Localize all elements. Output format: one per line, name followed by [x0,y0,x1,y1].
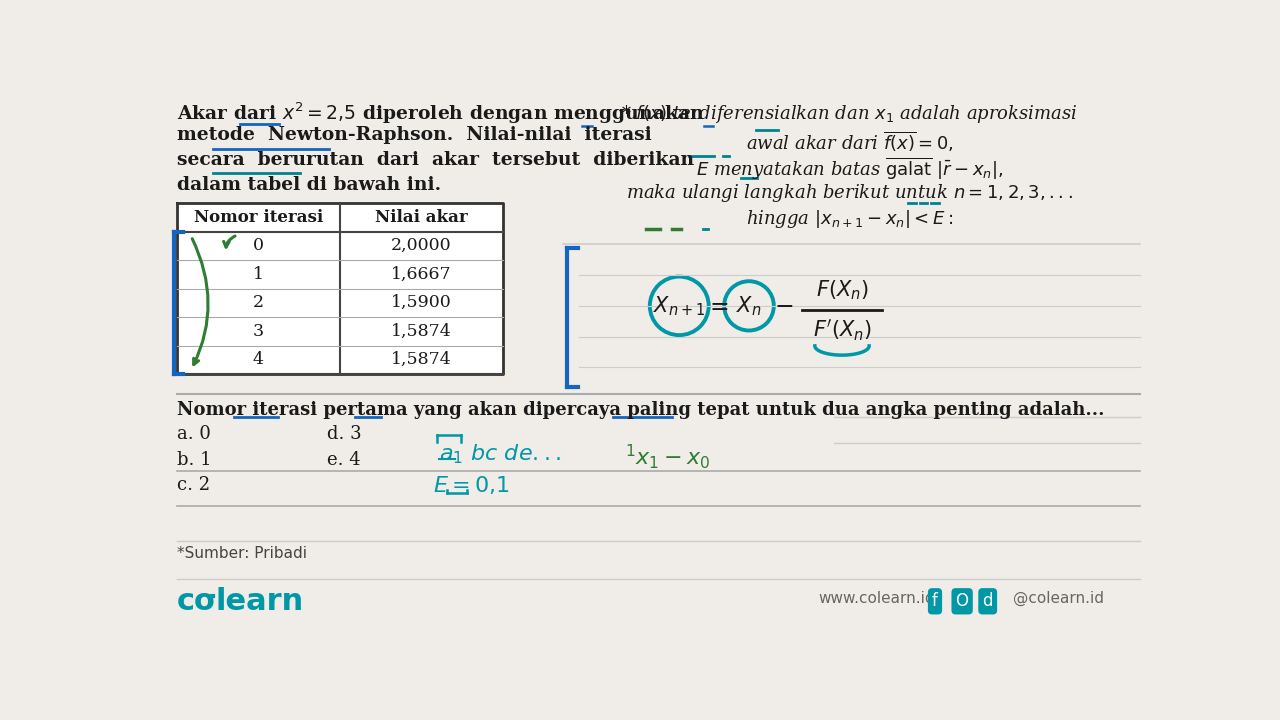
Text: b. 1: b. 1 [177,451,211,469]
Text: 1,5874: 1,5874 [390,351,452,368]
Text: e. 4: e. 4 [326,451,360,469]
Text: 1,6667: 1,6667 [390,266,452,283]
Text: $X_{n+1}$: $X_{n+1}$ [653,294,705,318]
Text: d: d [983,593,993,611]
Text: $E$ menyatakan batas $\overline{\mathrm{galat}}$ $|\bar{r} - x_n|,$: $E$ menyatakan batas $\overline{\mathrm{… [696,156,1004,182]
Text: 1,5874: 1,5874 [390,323,452,340]
Text: learn: learn [216,587,305,616]
Text: f: f [932,593,938,611]
Text: 4: 4 [253,351,264,368]
Text: c. 2: c. 2 [177,476,210,494]
Text: 1: 1 [253,266,264,283]
Text: d. 3: d. 3 [326,426,361,444]
Text: Nomor iterasi pertama yang akan dipercaya paling tepat untuk dua angka penting a: Nomor iterasi pertama yang akan dipercay… [177,400,1105,418]
Text: 2,0000: 2,0000 [390,238,452,254]
Text: O: O [956,593,969,611]
Bar [177,204,503,374]
Text: maka ulangi langkah berikut untuk $n = 1,2,3, ...$: maka ulangi langkah berikut untuk $n = 1… [626,182,1073,204]
Text: $=$: $=$ [704,294,728,318]
Text: @colearn.id: @colearn.id [1012,590,1103,606]
Text: secara  berurutan  dari  akar  tersebut  diberikan: secara berurutan dari akar tersebut dibe… [177,151,694,169]
Text: Nilai akar: Nilai akar [375,209,467,226]
Text: $E=0{,}1$: $E=0{,}1$ [433,475,509,498]
Text: $F(X_n)$: $F(X_n)$ [815,279,868,302]
Text: 2: 2 [253,294,264,311]
Text: * $f(x)$ terdiferensialkan dan $x_1$ adalah aproksimasi: * $f(x)$ terdiferensialkan dan $x_1$ ada… [622,104,1078,125]
Text: $-$: $-$ [774,294,794,318]
Text: 0: 0 [253,238,264,254]
Text: awal akar dari $\overline{f(x)} = 0,$: awal akar dari $\overline{f(x)} = 0,$ [746,130,954,154]
Text: ${}^1x_1-x_0$: ${}^1x_1-x_0$ [625,442,710,471]
Text: Akar dari $x^2=2{,}5$ diperoleh dengan menggunakan: Akar dari $x^2=2{,}5$ diperoleh dengan m… [177,100,705,126]
Text: dalam tabel di bawah ini.: dalam tabel di bawah ini. [177,176,442,194]
Text: co: co [177,587,216,616]
Text: $F'(X_n)$: $F'(X_n)$ [813,318,872,343]
Text: 3: 3 [253,323,264,340]
Text: metode  Newton-Raphson.  Nilai-nilai  iterasi: metode Newton-Raphson. Nilai-nilai itera… [177,126,652,144]
Text: $a_1\ bc\ de...$: $a_1\ bc\ de...$ [439,442,561,466]
Text: Nomor iterasi: Nomor iterasi [193,209,323,226]
Text: a. 0: a. 0 [177,426,211,444]
Text: www.colearn.id: www.colearn.id [819,590,936,606]
Text: $X_n$: $X_n$ [736,294,762,318]
Text: hingga $|x_{n+1} - x_n| < E:$: hingga $|x_{n+1} - x_n| < E:$ [746,208,954,230]
Text: *Sumber: Pribadi: *Sumber: Pribadi [177,546,307,561]
Text: 1,5900: 1,5900 [390,294,452,311]
